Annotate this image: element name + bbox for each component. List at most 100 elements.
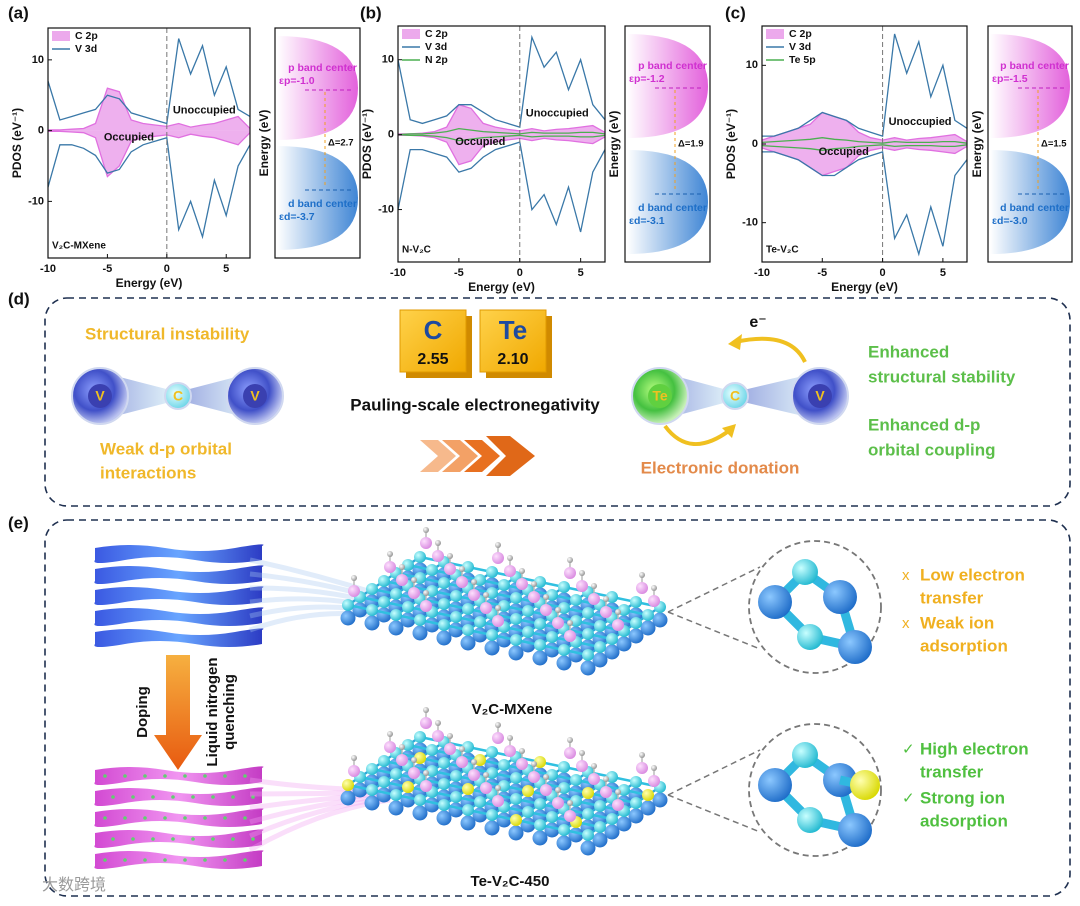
atom-core <box>243 384 267 408</box>
atom-mid <box>582 829 594 841</box>
atom-top <box>480 782 492 794</box>
dopant <box>231 837 235 841</box>
atom-h <box>591 763 597 769</box>
gap-label: Δ=2.7 <box>328 138 354 149</box>
atom-top <box>648 595 660 607</box>
atom-mid <box>510 772 522 784</box>
atom-mid <box>510 592 522 604</box>
atom-mid <box>558 824 570 836</box>
atom-bottom <box>364 795 380 811</box>
atom-mid <box>510 793 522 805</box>
atom-h <box>435 720 441 726</box>
atom-mid <box>450 770 462 782</box>
atom-mid <box>558 602 570 614</box>
atom-bottom <box>616 636 632 652</box>
atom <box>823 580 857 614</box>
atom-bottom <box>628 628 644 644</box>
panel-label: (b) <box>360 3 382 22</box>
atom-h <box>531 761 537 767</box>
process-label: quenching <box>221 674 238 750</box>
atom-h <box>495 605 501 611</box>
dopant <box>223 774 227 778</box>
dopant <box>171 837 175 841</box>
atom-h <box>567 557 573 563</box>
d-band <box>277 146 358 250</box>
atom-top <box>432 730 444 742</box>
dopant <box>211 837 215 841</box>
dopant <box>251 837 255 841</box>
atom-h <box>399 564 405 570</box>
atom-h <box>651 765 657 771</box>
legend-swatch <box>52 31 70 41</box>
atom-top <box>648 775 660 787</box>
atom-top <box>588 773 600 785</box>
atom-mid <box>582 628 594 640</box>
atom-mid <box>498 579 510 591</box>
atom-bottom <box>340 610 356 626</box>
atom-top <box>528 771 540 783</box>
atom-top <box>528 591 540 603</box>
legend-swatch <box>402 29 420 39</box>
atom-mid <box>510 634 522 646</box>
atom-top <box>564 630 576 642</box>
atom-top <box>492 615 504 627</box>
atom-mid <box>606 813 618 825</box>
gap-label: Δ=1.9 <box>678 139 704 150</box>
atom-h <box>639 572 645 578</box>
atom-top <box>504 565 516 577</box>
atom-mid <box>486 809 498 821</box>
atom-top <box>588 593 600 605</box>
note-line: Strong ion <box>920 788 1005 807</box>
sheet <box>94 787 264 806</box>
atom-top <box>444 743 456 755</box>
note-line: Weak ion <box>920 613 994 632</box>
x-tick-label: 0 <box>164 263 170 275</box>
pdos-line <box>762 137 967 144</box>
pdos-line <box>398 103 605 135</box>
atom-mid <box>522 806 534 818</box>
atom-h <box>567 737 573 743</box>
atom-h <box>423 770 429 776</box>
atom-top <box>408 767 420 779</box>
atom-mid <box>438 799 450 811</box>
y-tick-label: -10 <box>742 217 758 229</box>
atom-mid <box>402 781 414 793</box>
x-axis-label: Energy (eV) <box>831 280 898 294</box>
atom-mid <box>534 618 546 630</box>
atom-h <box>507 555 513 561</box>
atom-mid <box>414 794 426 806</box>
atom-top <box>348 765 360 777</box>
atom-h <box>351 575 357 581</box>
atom-core <box>648 384 672 408</box>
atom-bottom <box>640 620 656 636</box>
atom-mid <box>378 575 390 587</box>
atom-h <box>567 800 573 806</box>
atom-mid <box>558 782 570 794</box>
atom-mid <box>414 551 426 563</box>
x-tick-label: 5 <box>578 267 584 279</box>
atom-mid <box>450 791 462 803</box>
right-note: Enhanced <box>868 342 949 361</box>
dopant <box>183 774 187 778</box>
atom-bottom <box>388 800 404 816</box>
chevron <box>464 440 500 472</box>
note-line: adsorption <box>920 811 1008 830</box>
atom-mid <box>570 615 582 627</box>
dopant <box>243 816 247 820</box>
dopant <box>183 858 187 862</box>
atom-h <box>495 785 501 791</box>
atom-mid <box>498 600 510 612</box>
dopant <box>131 795 135 799</box>
atom-top <box>348 585 360 597</box>
p-band-value: εp=-1.5 <box>992 73 1028 85</box>
sheet <box>94 829 264 848</box>
note-mark: ✓ <box>902 741 915 758</box>
atom-mid <box>390 789 402 801</box>
dopant <box>143 774 147 778</box>
plot-frame <box>47 27 251 259</box>
sheet <box>94 544 264 563</box>
atom-top <box>636 762 648 774</box>
dopant <box>103 816 107 820</box>
atom <box>838 630 872 664</box>
atom-mid <box>546 769 558 781</box>
